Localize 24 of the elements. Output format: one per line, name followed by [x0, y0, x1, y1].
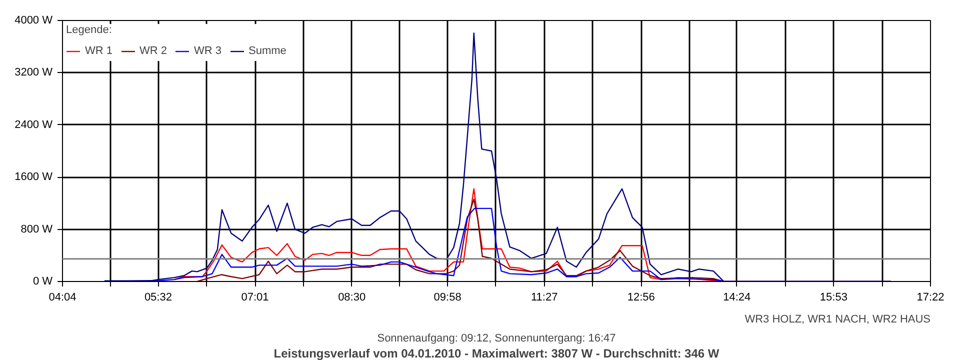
- y-tick-label: 4000 W: [14, 14, 54, 26]
- x-tick-label: 15:53: [820, 292, 848, 304]
- text: Sonnenaufgang: 09:12, Sonnenuntergang: 16:47: [377, 332, 616, 344]
- legend-label: WR 2: [140, 45, 167, 57]
- x-tick-label: 09:58: [434, 292, 462, 304]
- x-tick-label: 07:01: [241, 292, 269, 304]
- legend-label: WR 1: [85, 45, 112, 57]
- x-tick-label: 12:56: [627, 292, 655, 304]
- x-tick-label: 17:22: [916, 292, 944, 304]
- y-tick-label: 3200 W: [14, 66, 54, 79]
- y-tick-label: 2400 W: [14, 118, 54, 131]
- x-tick-label: 08:30: [338, 292, 366, 304]
- y-tick-label: 800 W: [20, 223, 54, 236]
- text: WR3 HOLZ, WR1 NACH, WR2 HAUS: [744, 314, 931, 326]
- x-tick-label: 05:32: [144, 292, 172, 304]
- y-tick-label: 0 W: [32, 276, 54, 288]
- legend-title: Legende:: [66, 24, 113, 36]
- x-tick-label: 14:24: [723, 292, 751, 304]
- legend-label: WR 3: [194, 45, 222, 57]
- text: Leistungsverlauf vom 04.01.2010 - Maximalwert: 3807 W - Durchschnitt: 346 W: [274, 346, 720, 360]
- y-tick-label: 1600 W: [14, 171, 54, 184]
- x-tick-label: 11:27: [531, 292, 558, 304]
- legend-label: Summe: [248, 45, 286, 57]
- x-tick-label: 04:04: [48, 292, 76, 304]
